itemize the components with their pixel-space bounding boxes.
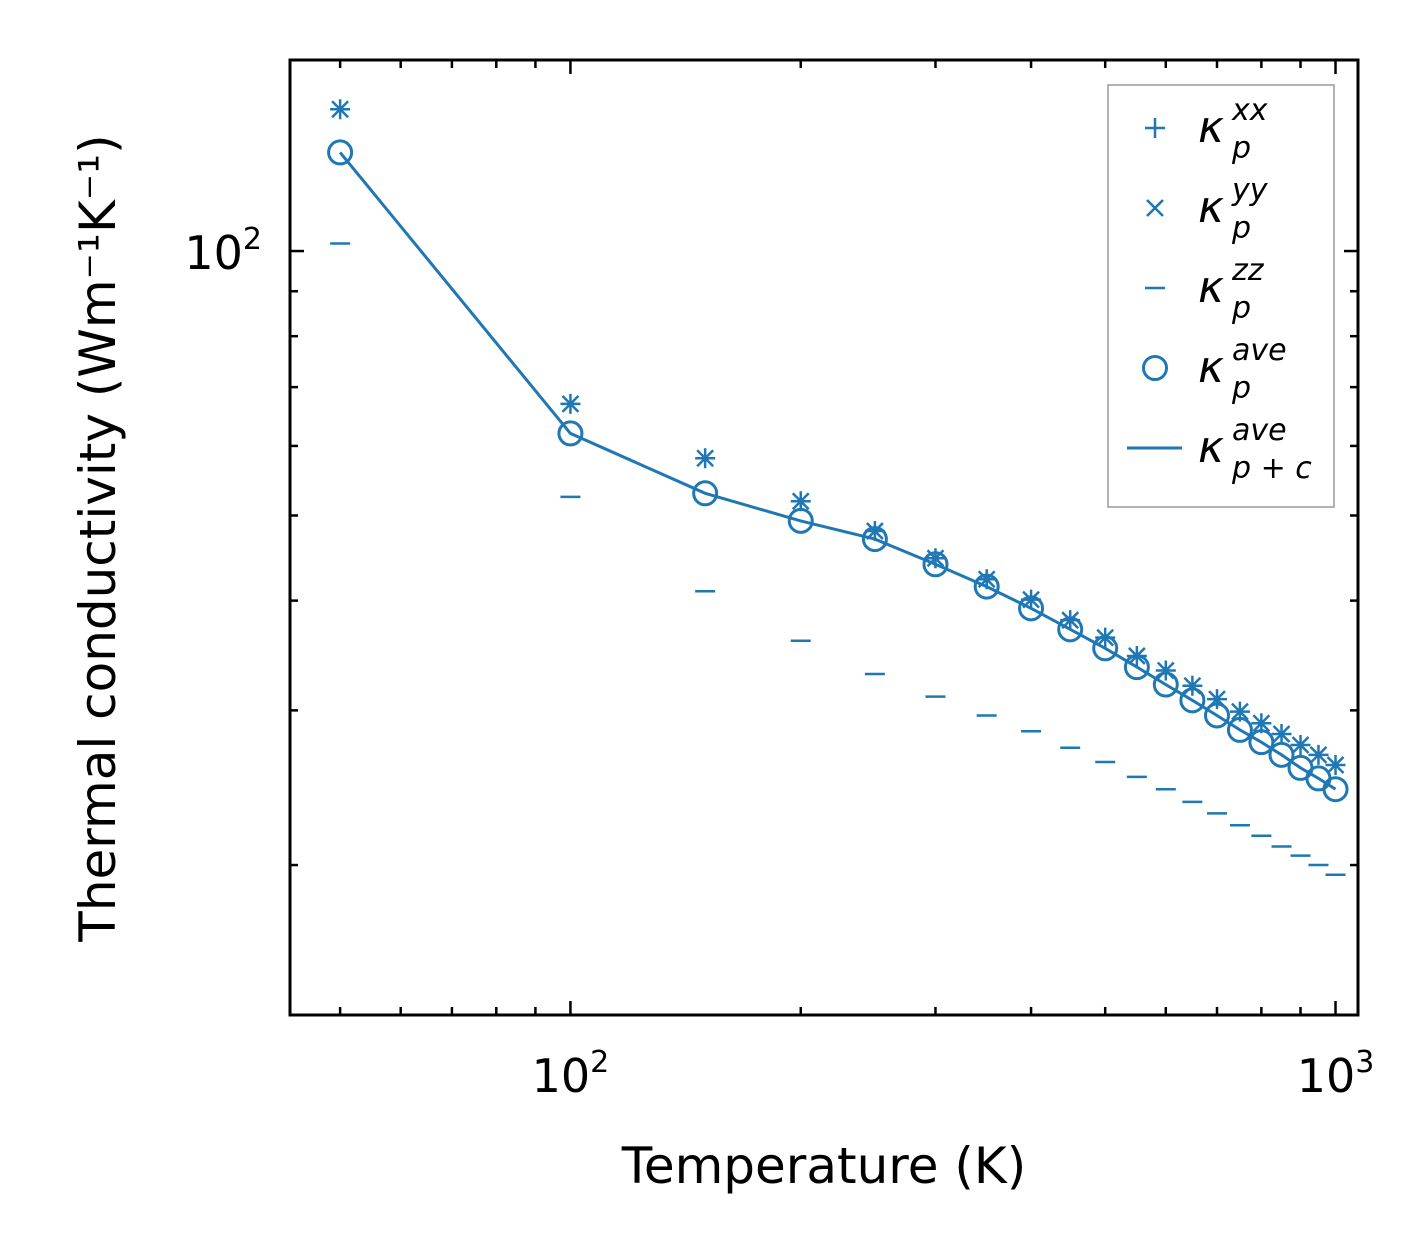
data-point-kappa_p^yy [696, 449, 715, 468]
data-point-kappa_p^yy [977, 570, 996, 589]
data-point-kappa_p^ave [692, 480, 719, 507]
data-point-kappa_p^ave [1057, 616, 1084, 643]
data-point-kappa_p^ave [861, 526, 888, 553]
legend-label: κ zz p [1198, 253, 1265, 326]
legend-marker-circle [1142, 355, 1168, 381]
plot-frame [288, 58, 1360, 1017]
data-point-kappa_p^yy [866, 522, 884, 540]
y-tick-label-base: 10 [184, 226, 243, 280]
data-point-kappa_p^yy [791, 492, 810, 511]
legend-frame [1107, 84, 1335, 508]
legend-superscript: zz [1231, 253, 1265, 288]
data-point-kappa_p^ave [1179, 687, 1206, 714]
legend-symbol: κ [1198, 262, 1224, 313]
legend-subscript: p [1231, 131, 1251, 166]
data-point-kappa_p^yy [1252, 714, 1271, 733]
legend-subscript: p [1231, 291, 1251, 326]
data-point-kappa_p^yy [1231, 702, 1249, 721]
data-point-kappa_p^ave [557, 420, 584, 447]
data-point-kappa_p^ave [327, 139, 354, 166]
data-point-kappa_p^yy [561, 394, 580, 413]
legend-symbol: κ [1198, 102, 1224, 153]
data-point-kappa_p^ave [1248, 729, 1275, 756]
legend-label: κ yy p [1198, 173, 1269, 246]
legend-symbol: κ [1198, 182, 1224, 233]
legend-label: κ ave p [1198, 333, 1287, 406]
legend: κ xx pκ yy pκ zz pκ ave pκ ave p + c [1107, 84, 1335, 508]
legend-symbol: κ [1198, 422, 1224, 473]
y-tick-label-exp: 2 [243, 222, 262, 257]
legend-marker-plus [1145, 118, 1165, 138]
data-point-kappa_p^yy [1291, 736, 1310, 754]
data-point-kappa_p^ave [1092, 635, 1119, 662]
legend-superscript: ave [1232, 413, 1287, 448]
data-point-kappa_p^yy [1022, 590, 1040, 609]
data-point-kappa_p^ave [973, 573, 1000, 600]
data-point-kappa_p^yy [1061, 611, 1080, 630]
legend-symbol: κ [1198, 342, 1224, 393]
data-point-kappa_p^yy [1309, 745, 1328, 764]
x-tick-label-base: 10 [532, 1049, 591, 1103]
data-point-kappa_p^ave [1322, 776, 1349, 803]
data-point-kappa_p^ave [1268, 741, 1295, 768]
legend-superscript: ave [1232, 333, 1287, 368]
data-point-kappa_p^yy [331, 100, 349, 119]
legend-superscript: yy [1231, 173, 1269, 208]
y-axis-label: Thermal conductivity (Wm⁻¹K⁻¹) [69, 134, 127, 942]
data-point-kappa_p^ave [1204, 702, 1231, 729]
x-tick-label: 102 [532, 1045, 610, 1103]
legend-superscript: xx [1231, 93, 1268, 128]
legend-subscript: p [1231, 211, 1251, 246]
x-tick-label-base: 10 [1297, 1049, 1356, 1103]
data-point-kappa_p^ave [922, 551, 949, 578]
x-axis-label: Temperature (K) [621, 1137, 1026, 1195]
data-point-kappa_p^ave [1018, 595, 1045, 622]
data-point-kappa_p^ave [1123, 654, 1150, 681]
legend-label: κ ave p + c [1198, 413, 1312, 486]
data-point-kappa_p^ave [787, 507, 814, 534]
legend-subscript: p [1231, 371, 1251, 406]
x-tick-label: 103 [1297, 1045, 1375, 1103]
plot-data [327, 99, 1349, 876]
y-tick-label: 102 [184, 222, 262, 280]
legend-marker-x [1146, 199, 1164, 217]
x-tick-label-exp: 3 [1355, 1045, 1374, 1080]
data-point-kappa_p^yy [1272, 725, 1291, 743]
data-point-kappa_p^ave [1152, 671, 1179, 698]
x-tick-label-exp: 2 [590, 1045, 609, 1080]
data-point-kappa_p^yy [1326, 756, 1345, 774]
data-point-kappa_p^ave [1226, 716, 1253, 743]
legend-subscript: p + c [1231, 451, 1312, 486]
legend-label: κ xx p [1198, 93, 1268, 166]
